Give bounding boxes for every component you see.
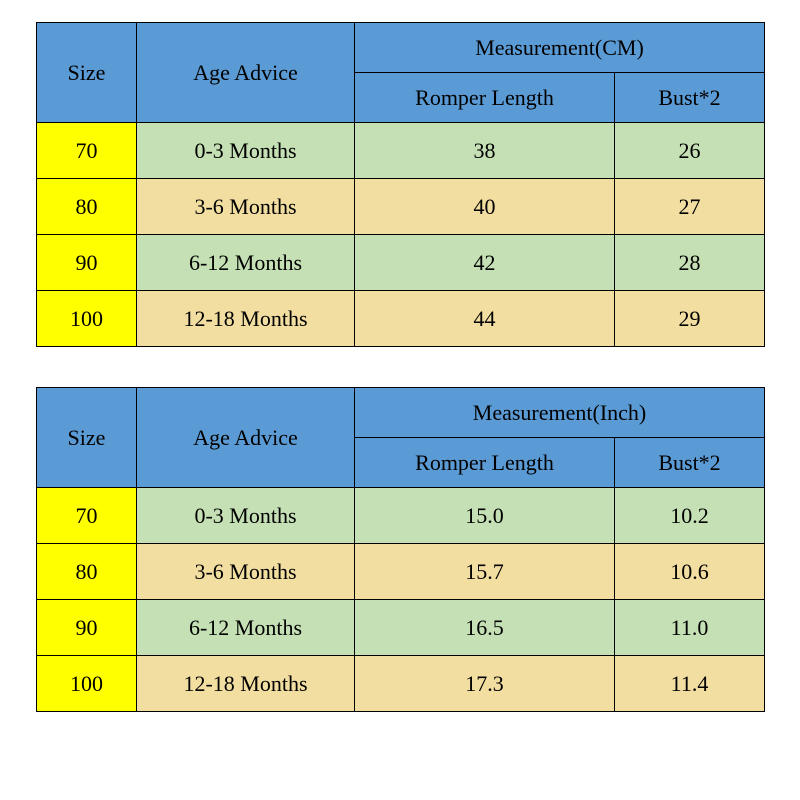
table-row: 90 6-12 Months 42 28: [37, 235, 765, 291]
cell-size: 100: [37, 291, 137, 347]
table-row: 70 0-3 Months 38 26: [37, 123, 765, 179]
cell-bust: 28: [615, 235, 765, 291]
cell-bust: 11.4: [615, 656, 765, 712]
cell-size: 80: [37, 544, 137, 600]
cell-age: 3-6 Months: [137, 179, 355, 235]
size-table-inch: Size Age Advice Measurement(Inch) Romper…: [36, 387, 765, 712]
table-row: 100 12-18 Months 17.3 11.4: [37, 656, 765, 712]
header-romper-length: Romper Length: [355, 438, 615, 488]
cell-bust: 26: [615, 123, 765, 179]
cell-romper-length: 16.5: [355, 600, 615, 656]
header-bust: Bust*2: [615, 73, 765, 123]
cell-age: 6-12 Months: [137, 235, 355, 291]
cell-bust: 10.6: [615, 544, 765, 600]
cell-size: 90: [37, 600, 137, 656]
cell-age: 0-3 Months: [137, 123, 355, 179]
cell-age: 12-18 Months: [137, 656, 355, 712]
header-measurement-group: Measurement(Inch): [355, 388, 765, 438]
cell-bust: 29: [615, 291, 765, 347]
cell-size: 90: [37, 235, 137, 291]
cell-age: 3-6 Months: [137, 544, 355, 600]
cell-romper-length: 40: [355, 179, 615, 235]
cell-romper-length: 17.3: [355, 656, 615, 712]
cell-age: 0-3 Months: [137, 488, 355, 544]
cell-romper-length: 15.0: [355, 488, 615, 544]
cell-size: 70: [37, 488, 137, 544]
table-row: 70 0-3 Months 15.0 10.2: [37, 488, 765, 544]
header-age: Age Advice: [137, 23, 355, 123]
table-row: 80 3-6 Months 40 27: [37, 179, 765, 235]
cell-romper-length: 15.7: [355, 544, 615, 600]
page-container: Size Age Advice Measurement(CM) Romper L…: [0, 0, 800, 734]
table-row: 80 3-6 Months 15.7 10.6: [37, 544, 765, 600]
header-bust: Bust*2: [615, 438, 765, 488]
cell-age: 6-12 Months: [137, 600, 355, 656]
cell-bust: 11.0: [615, 600, 765, 656]
cell-size: 80: [37, 179, 137, 235]
table-row: 100 12-18 Months 44 29: [37, 291, 765, 347]
cell-age: 12-18 Months: [137, 291, 355, 347]
header-romper-length: Romper Length: [355, 73, 615, 123]
cell-bust: 10.2: [615, 488, 765, 544]
cell-size: 70: [37, 123, 137, 179]
table-row: 90 6-12 Months 16.5 11.0: [37, 600, 765, 656]
header-size: Size: [37, 388, 137, 488]
cell-romper-length: 44: [355, 291, 615, 347]
header-measurement-group: Measurement(CM): [355, 23, 765, 73]
header-size: Size: [37, 23, 137, 123]
header-row-1: Size Age Advice Measurement(Inch): [37, 388, 765, 438]
header-age: Age Advice: [137, 388, 355, 488]
cell-romper-length: 38: [355, 123, 615, 179]
cell-romper-length: 42: [355, 235, 615, 291]
header-row-1: Size Age Advice Measurement(CM): [37, 23, 765, 73]
cell-size: 100: [37, 656, 137, 712]
cell-bust: 27: [615, 179, 765, 235]
size-table-cm: Size Age Advice Measurement(CM) Romper L…: [36, 22, 765, 347]
